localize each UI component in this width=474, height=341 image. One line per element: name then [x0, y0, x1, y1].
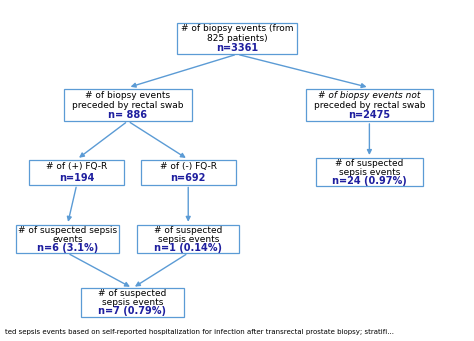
Text: n= 886: n= 886	[109, 110, 147, 120]
Text: events: events	[52, 235, 83, 243]
FancyBboxPatch shape	[64, 89, 191, 121]
Text: # of biopsy events: # of biopsy events	[85, 91, 170, 100]
FancyBboxPatch shape	[306, 89, 433, 121]
Text: sepsis events: sepsis events	[339, 168, 400, 177]
FancyBboxPatch shape	[16, 225, 118, 253]
FancyBboxPatch shape	[29, 160, 124, 185]
Text: 825 patients): 825 patients)	[207, 34, 267, 43]
Text: n=194: n=194	[59, 173, 94, 183]
Text: n=3361: n=3361	[216, 43, 258, 53]
Text: # of biopsy events not: # of biopsy events not	[318, 91, 420, 100]
Text: # of suspected: # of suspected	[98, 290, 167, 298]
Text: n=24 (0.97%): n=24 (0.97%)	[332, 176, 407, 186]
Text: n=2475: n=2475	[348, 110, 391, 120]
FancyBboxPatch shape	[177, 23, 297, 54]
Text: n=7 (0.79%): n=7 (0.79%)	[99, 306, 166, 316]
Text: sepsis events: sepsis events	[157, 235, 219, 243]
Text: sepsis events: sepsis events	[102, 298, 163, 307]
Text: n=692: n=692	[171, 173, 206, 183]
FancyBboxPatch shape	[316, 158, 423, 187]
FancyBboxPatch shape	[137, 225, 239, 253]
Text: ted sepsis events based on self-reported hospitalization for infection after tra: ted sepsis events based on self-reported…	[5, 329, 394, 335]
Text: # of suspected: # of suspected	[335, 159, 403, 168]
Text: preceded by rectal swab: preceded by rectal swab	[314, 101, 425, 110]
FancyBboxPatch shape	[82, 288, 183, 317]
Text: preceded by rectal swab: preceded by rectal swab	[72, 101, 183, 110]
Text: # of suspected: # of suspected	[154, 226, 222, 235]
Text: n=6 (3.1%): n=6 (3.1%)	[37, 242, 98, 253]
Text: # of suspected sepsis: # of suspected sepsis	[18, 226, 117, 235]
Text: # of biopsy events (from: # of biopsy events (from	[181, 24, 293, 33]
Text: n=1 (0.14%): n=1 (0.14%)	[154, 242, 222, 253]
FancyBboxPatch shape	[141, 160, 236, 185]
Text: # of (+) FQ-R: # of (+) FQ-R	[46, 162, 108, 171]
Text: # of (-) FQ-R: # of (-) FQ-R	[160, 162, 217, 171]
